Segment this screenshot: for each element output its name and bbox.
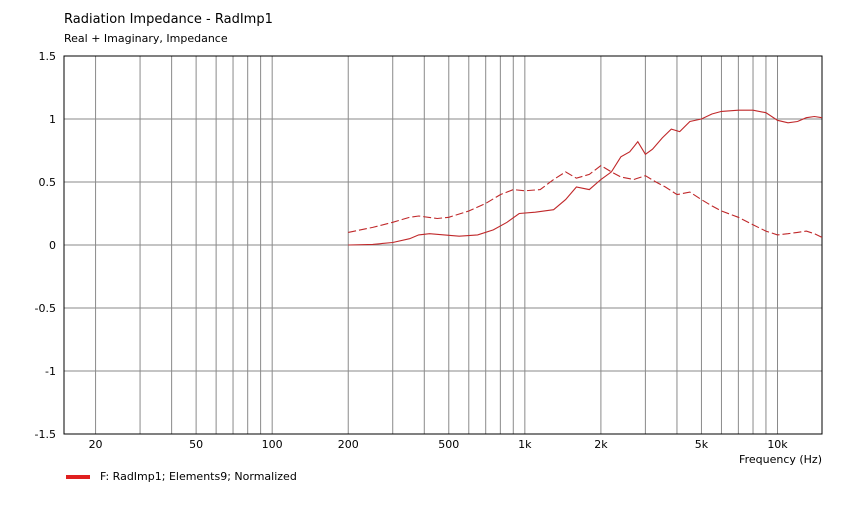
- legend-swatch: [66, 474, 90, 479]
- y-tick-label: 1.5: [39, 50, 57, 63]
- y-tick-label: -1.5: [35, 428, 56, 441]
- y-tick-label: 1: [49, 113, 56, 126]
- x-tick-label: 50: [189, 438, 203, 451]
- y-tick-label: 0.5: [39, 176, 57, 189]
- x-tick-label: 200: [338, 438, 359, 451]
- y-tick-label: 0: [49, 239, 56, 252]
- x-axis-label: Frequency (Hz): [739, 453, 822, 466]
- legend: F: RadImp1; Elements9; Normalized: [66, 470, 297, 483]
- x-tick-label: 500: [438, 438, 459, 451]
- x-tick-label: 1k: [518, 438, 532, 451]
- series-line-dashed: [348, 164, 823, 238]
- x-tick-label: 2k: [594, 438, 608, 451]
- y-tick-label: -1: [45, 365, 56, 378]
- chart-title: Radiation Impedance - RadImp1: [64, 12, 273, 27]
- legend-label: F: RadImp1; Elements9; Normalized: [100, 470, 297, 483]
- series-line-solid: [348, 109, 823, 246]
- series-layer: [348, 109, 823, 246]
- grid-layer: [64, 55, 822, 435]
- x-tick-label: 5k: [695, 438, 709, 451]
- plot-frame: [63, 55, 823, 435]
- tick-label-layer: 1.5 1 0.5 0 -0.5 -1 -1.5 20 50 100 200 500 1k 2k 5k 10k: [35, 50, 789, 451]
- x-tick-label: 100: [262, 438, 283, 451]
- y-tick-label: -0.5: [35, 302, 56, 315]
- x-tick-label: 10k: [767, 438, 788, 451]
- chart-subtitle: Real + Imaginary, Impedance: [64, 32, 228, 45]
- x-tick-label: 20: [89, 438, 103, 451]
